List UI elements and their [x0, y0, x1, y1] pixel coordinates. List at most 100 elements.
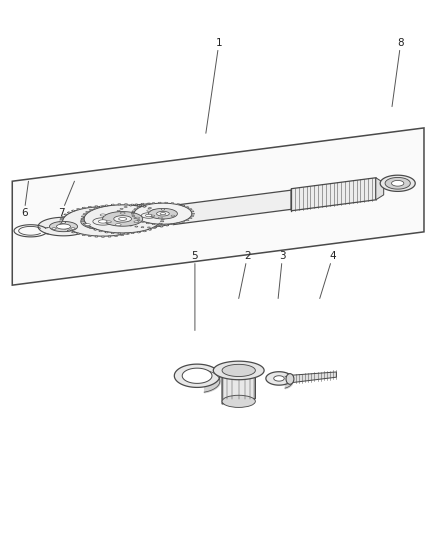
Polygon shape — [173, 190, 291, 224]
Polygon shape — [131, 232, 134, 234]
Polygon shape — [131, 210, 134, 212]
Polygon shape — [61, 216, 65, 217]
Polygon shape — [120, 222, 124, 223]
Polygon shape — [131, 231, 134, 233]
Polygon shape — [81, 216, 85, 217]
Polygon shape — [117, 211, 120, 212]
Polygon shape — [159, 202, 161, 203]
Polygon shape — [171, 215, 175, 216]
Polygon shape — [152, 227, 156, 229]
Polygon shape — [166, 225, 169, 226]
Polygon shape — [142, 219, 146, 220]
Polygon shape — [380, 175, 415, 191]
Polygon shape — [141, 205, 145, 206]
Polygon shape — [95, 206, 98, 207]
Polygon shape — [89, 209, 93, 211]
Polygon shape — [177, 220, 181, 221]
Polygon shape — [100, 214, 106, 216]
Polygon shape — [105, 232, 108, 233]
Polygon shape — [102, 236, 104, 237]
Polygon shape — [160, 204, 163, 205]
Ellipse shape — [52, 228, 56, 229]
Polygon shape — [137, 232, 141, 233]
Polygon shape — [147, 210, 151, 212]
Text: 7: 7 — [58, 181, 74, 218]
Ellipse shape — [61, 222, 66, 223]
Polygon shape — [143, 206, 146, 207]
Polygon shape — [118, 233, 120, 234]
Polygon shape — [165, 224, 167, 225]
Polygon shape — [129, 225, 132, 226]
Polygon shape — [114, 216, 131, 222]
Polygon shape — [154, 227, 157, 228]
Polygon shape — [160, 221, 164, 222]
Polygon shape — [82, 207, 86, 208]
Polygon shape — [291, 178, 376, 211]
Polygon shape — [99, 230, 102, 232]
Polygon shape — [137, 220, 140, 221]
Polygon shape — [165, 202, 167, 203]
Polygon shape — [105, 205, 108, 206]
Polygon shape — [84, 205, 161, 233]
Polygon shape — [95, 236, 98, 237]
Polygon shape — [159, 224, 161, 225]
Polygon shape — [154, 203, 157, 204]
Polygon shape — [161, 209, 165, 210]
Text: 8: 8 — [392, 38, 404, 107]
Polygon shape — [49, 221, 78, 232]
Polygon shape — [111, 204, 114, 205]
Polygon shape — [174, 208, 178, 209]
Polygon shape — [160, 226, 163, 227]
Polygon shape — [141, 203, 144, 204]
Polygon shape — [99, 206, 102, 207]
Polygon shape — [131, 213, 134, 214]
Polygon shape — [114, 206, 117, 207]
Polygon shape — [171, 203, 174, 204]
Polygon shape — [170, 223, 174, 224]
Polygon shape — [148, 203, 150, 204]
Polygon shape — [177, 223, 180, 224]
Text: 6: 6 — [21, 181, 28, 218]
Polygon shape — [120, 235, 124, 236]
Polygon shape — [64, 228, 67, 229]
Polygon shape — [124, 223, 127, 224]
Polygon shape — [134, 217, 137, 219]
Polygon shape — [146, 204, 149, 205]
Polygon shape — [141, 225, 145, 227]
Polygon shape — [189, 208, 192, 210]
Polygon shape — [81, 213, 125, 230]
Polygon shape — [160, 216, 164, 217]
Polygon shape — [137, 205, 141, 206]
Polygon shape — [108, 236, 111, 237]
Polygon shape — [192, 213, 194, 214]
Polygon shape — [149, 214, 157, 222]
Polygon shape — [61, 225, 65, 227]
Polygon shape — [106, 221, 111, 223]
Polygon shape — [129, 205, 132, 206]
Polygon shape — [85, 224, 90, 225]
Polygon shape — [125, 204, 127, 205]
Polygon shape — [148, 208, 177, 219]
Polygon shape — [148, 207, 152, 209]
Polygon shape — [102, 206, 104, 207]
Polygon shape — [126, 233, 130, 235]
Polygon shape — [291, 372, 336, 383]
Polygon shape — [126, 208, 130, 210]
Ellipse shape — [286, 374, 294, 384]
Polygon shape — [174, 364, 220, 387]
Polygon shape — [151, 215, 155, 216]
Polygon shape — [82, 235, 86, 236]
Polygon shape — [124, 206, 127, 208]
Polygon shape — [81, 221, 85, 222]
Polygon shape — [115, 215, 117, 216]
Polygon shape — [117, 220, 120, 221]
Polygon shape — [67, 212, 71, 213]
Polygon shape — [181, 221, 185, 223]
Polygon shape — [213, 361, 264, 379]
Polygon shape — [135, 217, 140, 219]
Text: 3: 3 — [278, 251, 286, 298]
Polygon shape — [148, 227, 150, 228]
Polygon shape — [119, 217, 127, 220]
Polygon shape — [145, 214, 152, 217]
Polygon shape — [38, 217, 89, 236]
